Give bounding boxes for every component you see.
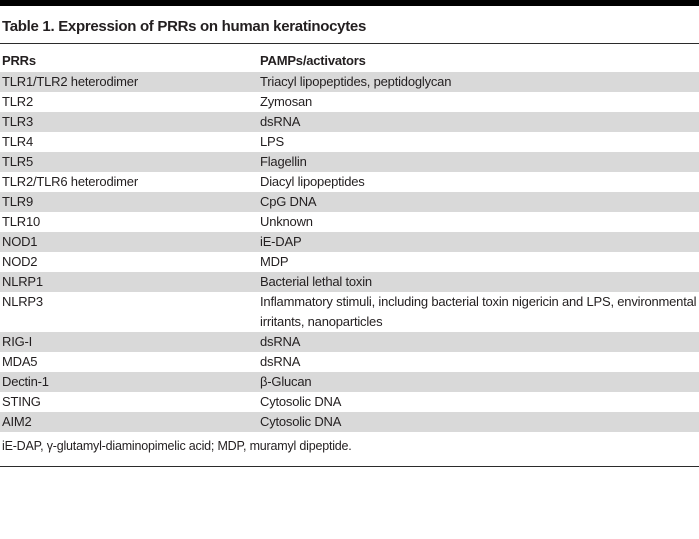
table-row: STING Cytosolic DNA (0, 392, 699, 412)
prr-cell: TLR4 (2, 134, 33, 149)
table-body: TLR1/TLR2 heterodimer Triacyl lipopeptide… (0, 72, 699, 432)
prr-cell: TLR2/TLR6 heterodimer (2, 174, 138, 189)
prr-cell: TLR2 (2, 94, 33, 109)
prr-cell: MDA5 (2, 354, 38, 369)
table-row: TLR4 LPS (0, 132, 699, 152)
table-row: NLRP3 Inflammatory stimuli, including bac… (0, 292, 699, 332)
table-row: Dectin-1 β-Glucan (0, 372, 699, 392)
pamp-cell: MDP (260, 254, 289, 269)
prr-cell: NLRP1 (0, 272, 258, 292)
table-row: TLR9 CpG DNA (0, 192, 699, 212)
table-row: NLRP1 Bacterial lethal toxin (0, 272, 699, 292)
table-row: NOD1 iE-DAP (0, 232, 699, 252)
table-row: MDA5 dsRNA (0, 352, 699, 372)
table-row: AIM2 Cytosolic DNA (0, 412, 699, 432)
pamp-cell: LPS (260, 134, 284, 149)
pamp-cell: Zymosan (260, 94, 313, 109)
table-row: RIG-I dsRNA (0, 332, 699, 352)
pamp-cell: dsRNA (258, 332, 699, 352)
table-row: TLR1/TLR2 heterodimer Triacyl lipopeptide… (0, 72, 699, 92)
prr-cell: TLR10 (2, 214, 41, 229)
column-header-pamps: PAMPs/activators (260, 53, 366, 68)
pamp-cell: Bacterial lethal toxin (258, 272, 699, 292)
pamp-cell: iE-DAP (258, 232, 699, 252)
pamp-cell: β-Glucan (258, 372, 699, 392)
pamp-cell: dsRNA (258, 112, 699, 132)
column-header-prrs: PRRs (2, 53, 36, 68)
prr-cell: NLRP3 (2, 294, 43, 309)
prr-cell: TLR3 (0, 112, 258, 132)
table-row: NOD2 MDP (0, 252, 699, 272)
title-rule (0, 43, 699, 44)
pamp-cell: Triacyl lipopeptides, peptidoglycan (258, 72, 699, 92)
prr-cell: RIG-I (0, 332, 258, 352)
pamp-cell: Flagellin (258, 152, 699, 172)
table-footnote: iE-DAP, γ-glutamyl-diaminopimelic acid; … (2, 439, 352, 453)
pamp-cell: Diacyl lipopeptides (260, 174, 365, 189)
pamp-cell: Cytosolic DNA (260, 394, 342, 409)
prr-cell: TLR1/TLR2 heterodimer (0, 72, 258, 92)
bottom-rule (0, 466, 699, 467)
prr-cell: Dectin-1 (0, 372, 258, 392)
table-row: TLR3 dsRNA (0, 112, 699, 132)
table-row: TLR2/TLR6 heterodimer Diacyl lipopeptides (0, 172, 699, 192)
prr-cell: TLR9 (0, 192, 258, 212)
pamp-cell: CpG DNA (258, 192, 699, 212)
table-title: Table 1. Expression of PRRs on human ker… (2, 18, 366, 35)
table-row: TLR2 Zymosan (0, 92, 699, 112)
prr-cell: NOD1 (0, 232, 258, 252)
table-row: TLR10 Unknown (0, 212, 699, 232)
top-accent-bar (0, 0, 699, 6)
pamp-cell: Unknown (260, 214, 313, 229)
prr-table: PRRs PAMPs/activators TLR1/TLR2 heterodi… (0, 44, 699, 432)
pamp-cell: Cytosolic DNA (258, 412, 699, 432)
pamp-cell: Inflammatory stimuli, including bacteria… (260, 294, 697, 329)
table-row: TLR5 Flagellin (0, 152, 699, 172)
prr-cell: TLR5 (0, 152, 258, 172)
prr-cell: NOD2 (2, 254, 38, 269)
prr-cell: AIM2 (0, 412, 258, 432)
table-header-row: PRRs PAMPs/activators (0, 44, 699, 72)
pamp-cell: dsRNA (260, 354, 301, 369)
prr-cell: STING (2, 394, 41, 409)
